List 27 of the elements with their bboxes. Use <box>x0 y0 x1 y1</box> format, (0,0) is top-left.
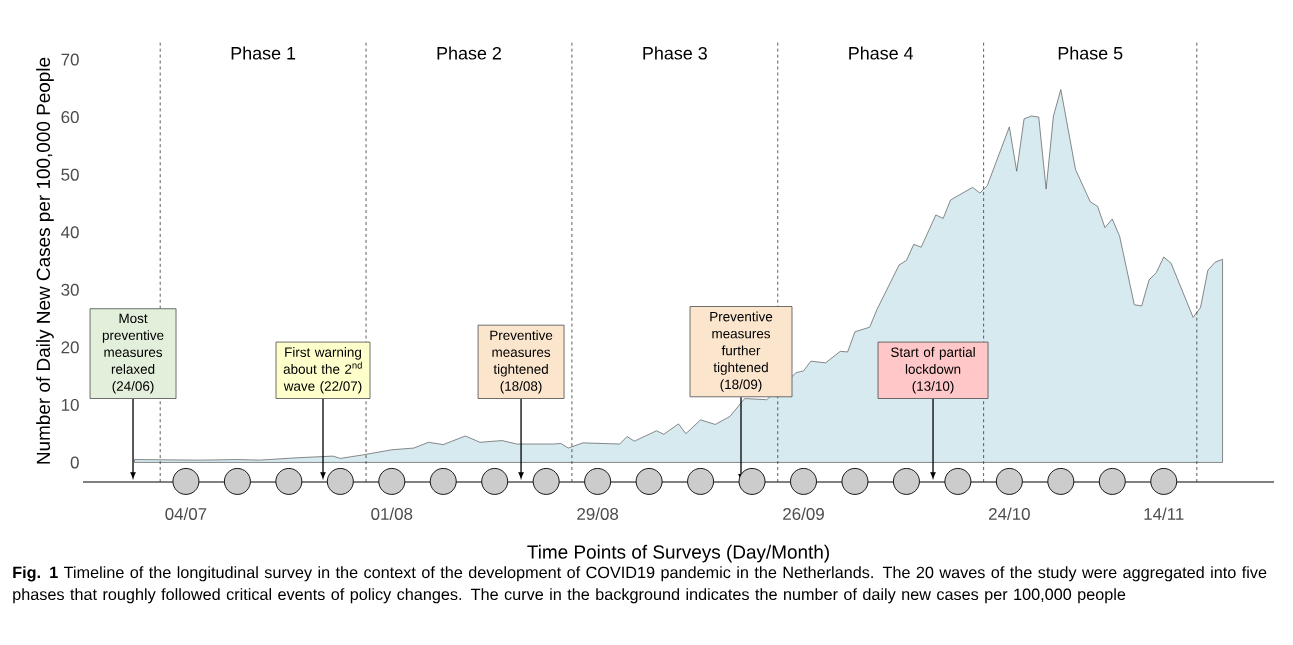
text: Fig. 1 Timeline of the longitudinal survey in the context of the development of COVID19 pandemic in the Netherlands. The 20 waves of the study were aggregated into five phases that roughly followed critical events of policy changes. The curve in the background indicates the number of daily new cases per 100,000 people <box>13 566 1267 604</box>
annotation: Phase 5 <box>1058 46 1123 60</box>
annotation: Phase 4 <box>849 46 914 60</box>
y-tick-label: 60 <box>61 111 79 124</box>
x-tick-label: 24/10 <box>989 507 1030 520</box>
x-tick-label: 14/11 <box>1144 507 1184 520</box>
x-axis-title: Time Points of Surveys (Day/Month) <box>527 544 829 563</box>
y-tick-label: 40 <box>61 226 79 239</box>
y-tick-label: 50 <box>61 168 79 181</box>
text: First warning about the 2$^{nd}$ wave (22/07) <box>283 347 362 394</box>
x-tick-label: 29/08 <box>577 507 619 520</box>
annotation: Most preventive measures relaxed (24/06) <box>102 313 164 394</box>
annotation: Preventive measures tightened (18/08) <box>490 330 553 394</box>
y-tick-label: 10 <box>61 398 79 411</box>
x-tick-label: 01/08 <box>371 507 413 520</box>
annotation: Phase 3 <box>643 46 707 60</box>
annotation: Phase 1 <box>231 46 296 60</box>
y-tick-label: 0 <box>70 456 79 469</box>
x-tick-label: 04/07 <box>165 507 207 520</box>
annotation: Start of partial lockdown (13/10) <box>891 347 975 394</box>
x-tick-label: 26/09 <box>783 507 824 520</box>
y-axis-title: Number of Daily New Cases per 100,000 People <box>36 57 54 464</box>
y-tick-label: 20 <box>61 341 79 354</box>
y-tick-label: 30 <box>61 283 79 296</box>
annotation: Preventive measures further tightened (18/09) <box>710 311 773 392</box>
y-tick-label: 70 <box>61 53 79 66</box>
annotation: Phase 2 <box>437 46 501 60</box>
